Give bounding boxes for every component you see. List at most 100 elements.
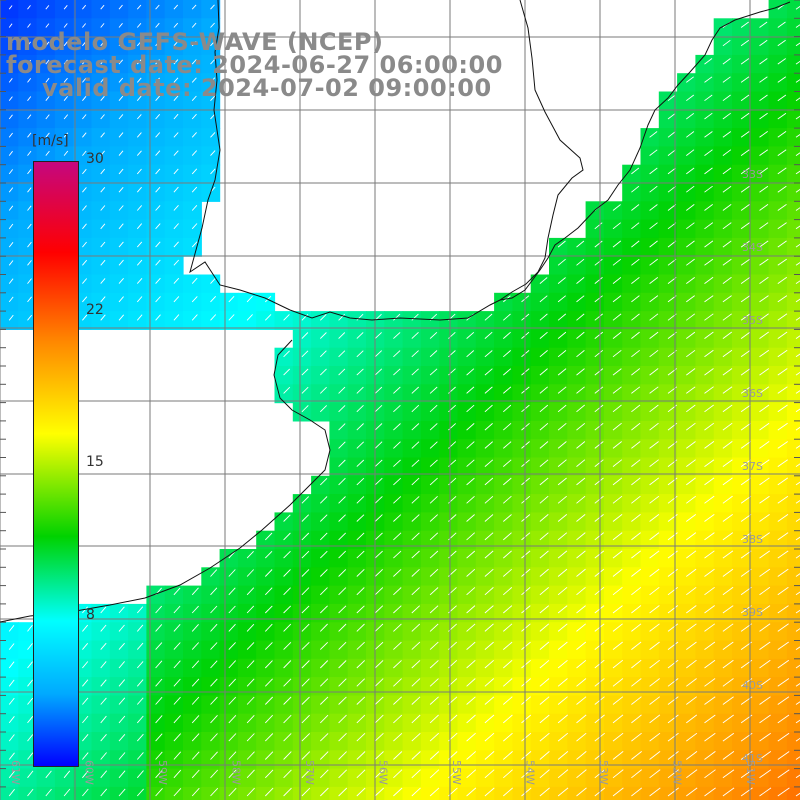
wind-cell (146, 54, 166, 74)
wind-cell (183, 658, 202, 678)
wind-arrow (759, 149, 769, 156)
wind-cell (219, 768, 239, 788)
wind-arrow (795, 573, 800, 577)
wind-arrow (667, 696, 679, 705)
wind-arrow (631, 349, 640, 358)
wind-arrow (722, 714, 734, 724)
wind-arrow (173, 59, 179, 65)
wind-arrow (795, 445, 800, 449)
wind-arrow (63, 114, 69, 120)
wind-cell (585, 640, 605, 660)
wind-arrow (100, 770, 108, 779)
wind-arrow (612, 769, 624, 779)
wind-arrow (795, 426, 800, 431)
wind-arrow (136, 752, 144, 760)
wind-arrow (503, 587, 513, 596)
wind-arrow (649, 240, 658, 248)
wind-arrow (503, 422, 512, 431)
wind-arrow (503, 641, 513, 650)
wind-arrow (795, 42, 800, 47)
wind-arrow (191, 204, 198, 211)
wind-arrow (63, 770, 71, 779)
wind-arrow (612, 678, 624, 687)
wind-arrow (338, 678, 347, 687)
wind-arrow (27, 169, 32, 175)
wind-cell (786, 219, 800, 239)
wind-arrow (740, 258, 751, 266)
wind-cell (274, 786, 294, 800)
wind-arrow (631, 605, 642, 614)
wind-cell (786, 695, 800, 715)
wind-arrow (649, 696, 661, 705)
wind-cell (658, 603, 678, 623)
wind-arrow (759, 349, 770, 358)
wind-arrow (283, 714, 292, 724)
wind-arrow (374, 660, 384, 669)
wind-arrow (246, 751, 255, 760)
wind-arrow (576, 769, 587, 779)
wind-arrow (612, 295, 622, 303)
wind-arrow (740, 204, 750, 211)
wind-arrow (594, 295, 603, 303)
wind-arrow (795, 390, 800, 394)
wind-arrow (777, 76, 787, 83)
wind-arrow (246, 787, 255, 797)
wind-cell (274, 347, 294, 367)
wind-arrow (740, 167, 750, 175)
wind-arrow (338, 350, 346, 358)
wind-arrow (45, 150, 50, 156)
wind-arrow (191, 95, 197, 101)
wind-arrow (557, 696, 568, 705)
wind-arrow (264, 787, 274, 797)
wind-cell (786, 91, 800, 111)
wind-cell (183, 73, 202, 93)
wind-cell (164, 54, 184, 74)
wind-arrow (155, 787, 163, 797)
wind-cell (91, 713, 111, 733)
wind-arrow (686, 769, 698, 779)
wind-cell (36, 91, 56, 111)
wind-cell (567, 475, 587, 495)
wind-arrow (466, 696, 476, 705)
wind-arrow (557, 532, 568, 541)
wind-cell (18, 768, 38, 788)
wind-arrow (45, 77, 50, 83)
wind-arrow (576, 477, 586, 486)
wind-arrow (283, 605, 292, 614)
wind-cell (91, 677, 111, 696)
wind-arrow (795, 737, 800, 742)
wind-cell (384, 347, 404, 367)
wind-arrow (264, 660, 273, 669)
wind-arrow (740, 441, 752, 449)
wind-arrow (356, 350, 364, 358)
wind-arrow (191, 751, 200, 760)
wind-arrow (173, 277, 180, 284)
lat-label: 36S (742, 387, 763, 400)
wind-arrow (155, 241, 161, 248)
wind-arrow (667, 131, 676, 138)
wind-arrow (63, 23, 68, 28)
wind-arrow (411, 368, 419, 376)
wind-arrow (722, 404, 733, 413)
wind-arrow (374, 714, 384, 724)
wind-cell (622, 695, 642, 715)
wind-cell (237, 311, 257, 330)
wind-arrow (264, 751, 274, 760)
wind-arrow (82, 96, 87, 101)
uruguay-border (499, 0, 584, 301)
wind-arrow (557, 477, 567, 486)
wind-arrow (612, 222, 621, 230)
wind-arrow (686, 404, 696, 413)
wind-cell (201, 768, 221, 788)
wind-cell (109, 164, 129, 184)
wind-arrow (374, 459, 383, 467)
wind-arrow (722, 568, 734, 577)
wind-arrow (100, 715, 107, 724)
wind-arrow (612, 605, 623, 614)
valid-date: valid date: 2024-07-02 09:00:00 (42, 74, 492, 102)
wind-arrow (429, 350, 438, 358)
wind-arrow (136, 4, 142, 10)
wind-arrow (429, 714, 439, 724)
wind-arrow (191, 623, 199, 632)
wind-arrow (649, 714, 661, 724)
